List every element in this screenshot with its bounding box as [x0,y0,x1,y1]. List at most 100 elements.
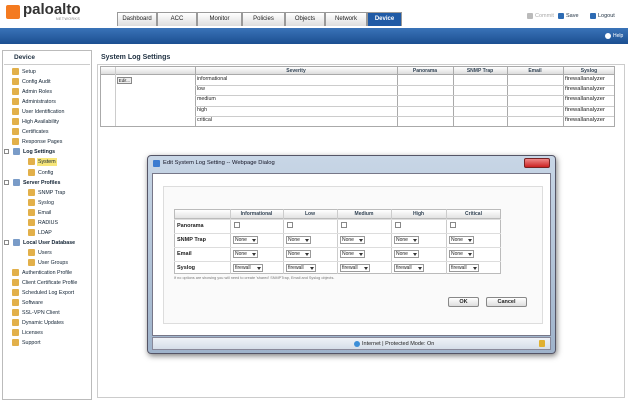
checkbox[interactable] [234,222,240,228]
table-head [101,67,614,75]
column-header: High [412,211,425,217]
tree-item[interactable]: Server Profiles [23,179,61,186]
dialog-icon [153,160,160,167]
severity: high [197,106,208,113]
row-label: Email [177,251,192,257]
tree-item[interactable]: Licenses [22,330,43,337]
tree-item[interactable]: Dynamic Updates [22,320,64,327]
nav-tab[interactable]: Network [325,12,367,26]
select[interactable]: firewall [233,264,263,272]
tree-item[interactable]: SNMP Trap [38,189,66,196]
select[interactable]: None [340,250,365,258]
nav-tab[interactable]: Device [367,12,402,26]
row-border [174,261,501,262]
tree-item[interactable]: Support [22,340,41,347]
cell-border [230,209,231,274]
tree-item[interactable]: Administrators [22,99,56,106]
syslog: firewallanalyzer [565,116,605,123]
dialog-button[interactable]: Cancel [486,297,527,307]
tree-item[interactable]: RADIUS [38,219,59,226]
select[interactable]: None [394,250,419,258]
column-header: SNMP Trap [466,68,494,74]
select[interactable]: None [233,236,258,244]
nav-tab[interactable]: Monitor [197,12,242,26]
syslog: firewallanalyzer [565,76,605,82]
select[interactable]: None [286,236,311,244]
select-arrow [364,267,368,270]
checkbox[interactable] [287,222,293,228]
column-header: Medium [354,211,374,217]
nav-tab[interactable]: Dashboard [117,12,157,26]
logo-icon [6,5,20,19]
nav-tab[interactable]: Objects [285,12,325,26]
select[interactable]: firewall [394,264,424,272]
status: Internet | Protected Mode: On [362,341,435,347]
select-arrow [305,239,309,242]
tree-item[interactable]: User Identification [22,109,65,116]
tree-item[interactable]: Authentication Profile [22,270,73,276]
select[interactable]: None [233,250,258,258]
select-arrow [359,253,363,256]
tree-item[interactable]: Response Pages [22,139,63,146]
row-label: SNMP Trap [177,237,206,243]
logo: paloalto [23,1,81,18]
nav-tab[interactable]: ACC [157,12,197,26]
select[interactable]: firewall [449,264,479,272]
row-border [195,95,614,97]
close-button[interactable] [524,158,550,168]
tree-icon [12,128,19,136]
dialog-button[interactable]: OK [448,297,479,307]
action[interactable]: Logout [598,13,615,19]
checkbox[interactable] [341,222,347,228]
tree-icon [13,178,20,186]
tree-item[interactable]: Software [22,300,43,307]
syslog: firewallanalyzer [565,106,605,113]
select[interactable]: None [286,250,311,258]
tree-icon [12,118,19,126]
tree-item[interactable]: Log Settings [23,149,56,156]
tree-item[interactable]: High Availability [22,119,60,126]
action[interactable]: Commit [535,13,554,19]
select-arrow [359,239,363,242]
select[interactable]: None [394,236,419,244]
tree-item[interactable]: SSL-VPN Client [22,310,60,317]
tree-item[interactable]: Local User Database [23,239,76,246]
tree-item[interactable]: Certificates [22,129,49,136]
select[interactable]: None [449,250,474,258]
cell-border [391,209,392,274]
tree-item[interactable]: Syslog [38,199,54,206]
action[interactable]: Save [566,13,579,19]
tree-item[interactable]: Config [38,169,54,176]
tree-item[interactable]: Users [38,249,52,256]
tree-item[interactable]: Config Audit [22,79,51,86]
cell-border [507,67,508,126]
tree-icon [13,148,20,156]
select-arrow [310,267,314,270]
severity: critical [197,116,213,123]
select[interactable]: None [340,236,365,244]
select[interactable]: None [449,236,474,244]
tree-item[interactable]: Admin Roles [22,89,53,96]
select[interactable]: firewall [340,264,370,272]
tree-item[interactable]: System [37,158,57,167]
tree-item[interactable]: Email [38,209,52,216]
tree-item[interactable]: Client Certificate Profile [22,280,78,287]
tree-item[interactable]: User Groups [38,259,69,266]
select-arrow [257,267,261,270]
tree-item[interactable]: Setup [22,69,36,75]
edit-button[interactable]: Edit... [117,77,132,84]
help[interactable]: Help [613,33,624,39]
select-arrow [413,239,417,242]
syslog: firewallanalyzer [565,96,605,103]
tree-icon [12,329,19,337]
tree-icon [12,299,19,307]
tree-item[interactable]: LDAP [38,229,52,236]
checkbox[interactable] [395,222,401,228]
tree-item[interactable]: Scheduled Log Export [22,290,75,297]
select[interactable]: firewall [286,264,316,272]
action-icon [558,13,564,19]
nav-tab[interactable]: Policies [242,12,285,26]
checkbox[interactable] [450,222,456,228]
column-header: Syslog [580,68,598,74]
